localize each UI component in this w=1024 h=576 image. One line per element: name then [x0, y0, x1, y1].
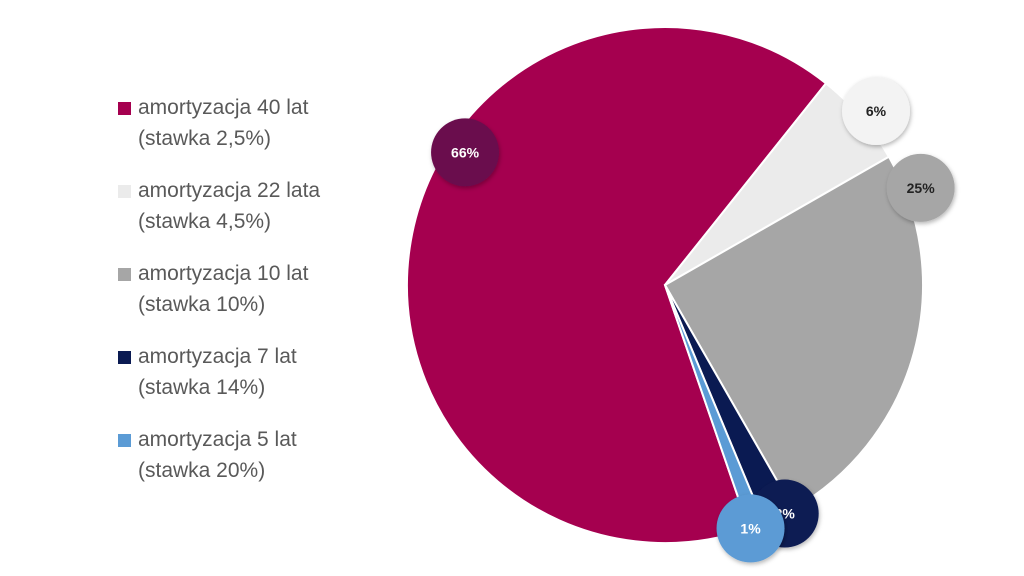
data-label-bubble	[886, 153, 955, 222]
legend-sublabel: (stawka 2,5%)	[138, 127, 272, 150]
legend-swatch	[118, 434, 131, 447]
data-label: 25%	[907, 180, 936, 196]
legend-item-10-lat: amortyzacja 10 lat (stawka 10%)	[118, 258, 418, 341]
legend-label: amortyzacja 10 lat	[138, 262, 309, 285]
legend-sublabel: (stawka 20%)	[138, 459, 266, 482]
chart-legend: amortyzacja 40 lat (stawka 2,5%) amortyz…	[118, 92, 418, 507]
data-label: 6%	[866, 103, 887, 119]
legend-label: amortyzacja 40 lat	[138, 96, 309, 119]
data-label-bubble	[716, 494, 785, 563]
legend-sublabel: (stawka 14%)	[138, 376, 266, 399]
pie-slices	[406, 26, 924, 544]
legend-item-5-lat: amortyzacja 5 lat (stawka 20%)	[118, 424, 418, 507]
legend-label: amortyzacja 22 lata	[138, 179, 321, 202]
legend-sublabel: (stawka 4,5%)	[138, 210, 272, 233]
data-label: 66%	[451, 144, 480, 160]
pie-slice	[406, 26, 828, 544]
data-label-bubble	[841, 76, 910, 145]
legend-swatch	[118, 351, 131, 364]
legend-label: amortyzacja 5 lat	[138, 428, 297, 451]
legend-label: amortyzacja 7 lat	[138, 345, 297, 368]
legend-swatch	[118, 102, 131, 115]
legend-swatch	[118, 268, 131, 281]
legend-item-40-lat: amortyzacja 40 lat (stawka 2,5%)	[118, 92, 418, 175]
legend-item-22-lata: amortyzacja 22 lata (stawka 4,5%)	[118, 175, 418, 258]
data-label: 1%	[740, 520, 761, 536]
legend-item-7-lat: amortyzacja 7 lat (stawka 14%)	[118, 341, 418, 424]
data-labels: 66%6%25%2%1%	[431, 76, 955, 563]
data-label-bubble	[431, 118, 500, 187]
legend-sublabel: (stawka 10%)	[138, 293, 266, 316]
legend-swatch	[118, 185, 131, 198]
